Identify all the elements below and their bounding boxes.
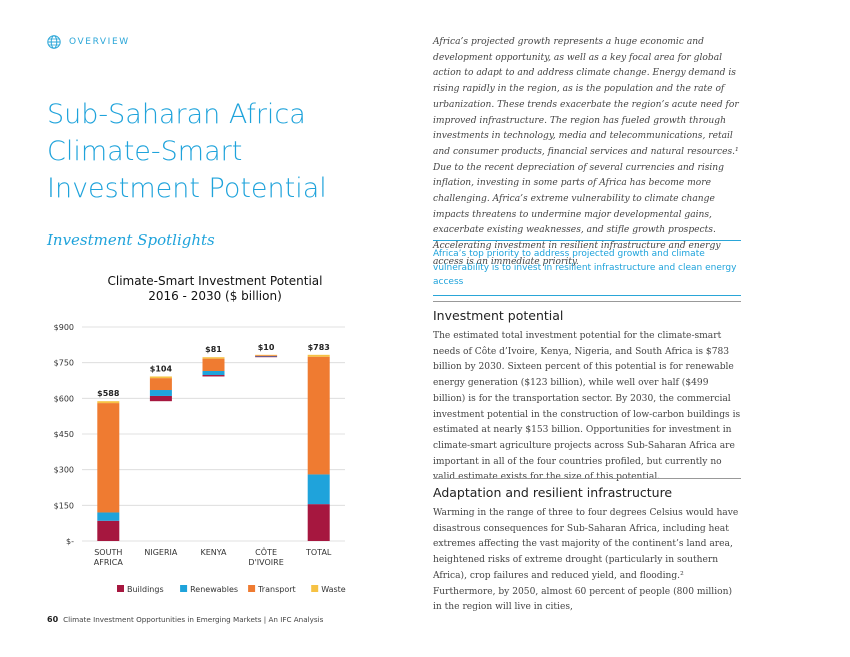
bar-segment-renewables [307,474,330,505]
x-tick-label: D'IVOIRE [248,558,283,567]
page-subtitle: Investment Spotlights [47,231,215,249]
chart-title-line: 2016 - 2030 ($ billion) [148,289,282,303]
legend-swatch [248,585,256,592]
bar-segment-buildings [202,375,225,377]
legend-label: Waste [321,585,346,594]
bar-segment-transport [255,355,278,357]
bar-segment-transport [307,356,330,475]
bar-segment-waste [149,376,172,379]
x-tick-label: KENYA [200,548,227,557]
x-tick-label: CÔTE [255,546,277,557]
bar-segment-waste [307,354,330,357]
bar-total-label: $10 [258,343,275,352]
section-body-investment-potential: The estimated total investment potential… [433,331,741,483]
bar-segment-waste [202,357,225,359]
legend-label: Transport [257,585,296,594]
x-tick-label: SOUTH [94,548,122,557]
section-heading-investment-potential: Investment potential [433,301,741,323]
globe-icon [47,35,61,49]
page-title: Sub-Saharan Africa Climate-Smart Investm… [47,96,377,207]
y-tick-label: $- [66,537,74,546]
bar-total-label: $81 [205,345,222,354]
bar-segment-waste [97,401,120,404]
x-tick-label: TOTAL [305,548,332,557]
y-tick-label: $900 [54,323,74,332]
legend-swatch [117,585,124,592]
investment-chart: $- $150 $300 $450 $600 $750 $900 $588 SOUTHAFRIC… [54,323,346,594]
x-tick-label: NIGERIA [144,548,178,557]
footer-text: Climate Investment Opportunities in Emer… [63,615,324,624]
bar-total-label: $783 [308,343,330,352]
bar-total-label: $588 [97,389,120,398]
y-tick-label: $150 [54,501,74,510]
bar-segment-transport [149,378,172,391]
legend-swatch [180,585,188,592]
legend-label: Buildings [127,585,164,594]
page-title-line: Climate-Smart [47,136,243,167]
bar-segment-transport [97,403,120,513]
section-label: OVERVIEW [69,37,130,47]
page-title-line: Sub-Saharan Africa [47,99,306,130]
y-tick-label: $600 [54,394,74,403]
x-tick-label: AFRICA [94,558,124,567]
bar-segment-renewables [202,370,225,376]
section-heading-adaptation: Adaptation and resilient infrastructure [433,478,741,500]
page-title-line: Investment Potential [47,173,327,204]
chart-title: Climate-Smart Investment Potential 2016 … [60,274,370,304]
y-tick-label: $300 [54,466,74,475]
y-tick-label: $750 [54,359,74,368]
callout-quote: Africa’s top priority to address project… [433,240,741,296]
bar-segment-renewables [97,512,120,521]
bar-segment-transport [202,358,225,371]
bar-segment-buildings [255,356,278,358]
page-number: 60 [47,615,59,624]
legend-swatch [311,585,319,592]
section-body-adaptation: Warming in the range of three to four de… [433,508,739,613]
page-footer: 60 Climate Investment Opportunities in Em… [47,615,323,624]
intro-paragraph: Africa’s projected growth represents a h… [433,37,739,267]
bar-segment-buildings [307,504,330,541]
section-header: OVERVIEW [47,35,130,49]
bar-segment-renewables [149,390,172,396]
bar-segment-buildings [97,520,120,541]
bar-segment-buildings [149,395,172,402]
legend-label: Renewables [190,585,238,594]
y-tick-label: $450 [54,430,74,439]
chart-title-line: Climate-Smart Investment Potential [107,274,323,288]
bar-total-label: $104 [150,364,173,373]
